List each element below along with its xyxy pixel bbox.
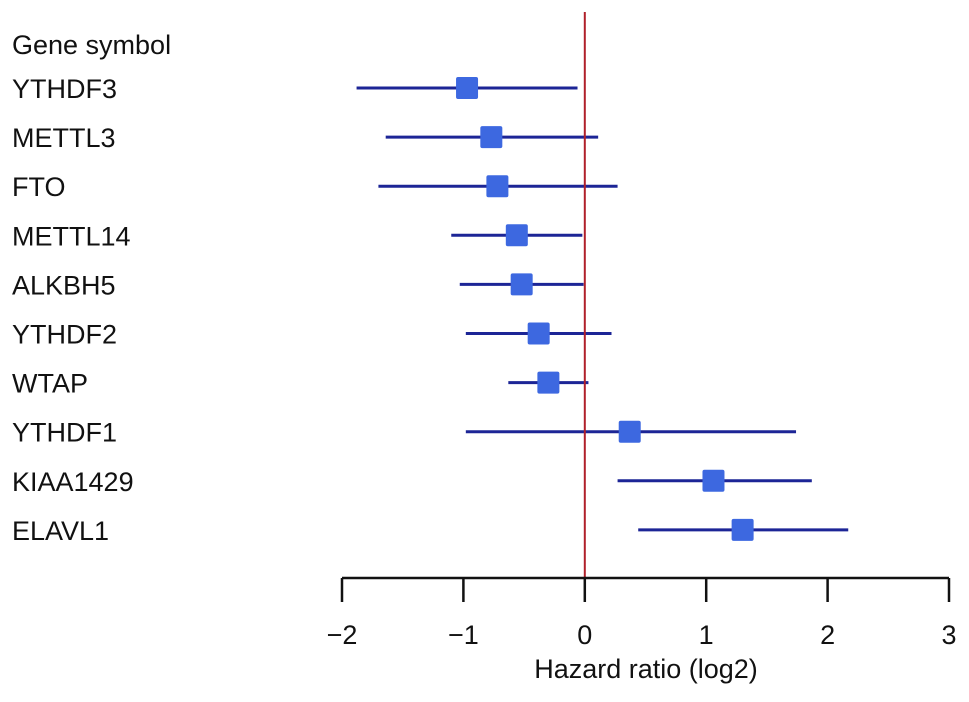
gene-label: FTO	[12, 172, 66, 202]
tick-label: 3	[941, 620, 956, 650]
forest-row: ALKBH5	[12, 270, 584, 300]
point-estimate	[527, 322, 550, 345]
tick-label: 2	[820, 620, 835, 650]
point-estimate	[456, 77, 479, 99]
tick-label: −2	[327, 620, 358, 650]
point-estimate	[510, 273, 533, 296]
gene-label: YTHDF2	[12, 320, 117, 350]
point-estimate	[505, 224, 528, 247]
row-header: Gene symbol	[12, 30, 171, 60]
forest-row: YTHDF2	[12, 320, 612, 350]
forest-row: WTAP	[12, 369, 589, 399]
gene-label: YTHDF3	[12, 74, 117, 104]
gene-label: ALKBH5	[12, 270, 116, 300]
point-estimate	[731, 518, 754, 541]
gene-label: METTL3	[12, 123, 116, 153]
point-estimate	[618, 420, 641, 443]
point-estimate	[480, 126, 503, 149]
forest-row: YTHDF3	[12, 74, 578, 104]
tick-label: 0	[577, 620, 592, 650]
forest-row: YTHDF1	[12, 418, 797, 448]
point-estimate	[537, 371, 560, 394]
tick-label: 1	[699, 620, 714, 650]
x-axis-label: Hazard ratio (log2)	[534, 654, 758, 684]
gene-label: WTAP	[12, 369, 88, 399]
tick-label: −1	[448, 620, 479, 650]
forest-row: FTO	[12, 172, 618, 202]
forest-row: METTL3	[12, 123, 599, 153]
point-estimate	[702, 469, 725, 492]
gene-label: ELAVL1	[12, 516, 109, 546]
gene-label: METTL14	[12, 221, 131, 251]
gene-label: KIAA1429	[12, 467, 134, 497]
point-estimate	[486, 175, 509, 198]
forest-row: ELAVL1	[12, 516, 849, 546]
forest-row: KIAA1429	[12, 467, 812, 497]
x-axis: −2 −1 0 1 2 3	[327, 576, 957, 650]
gene-label: YTHDF1	[12, 418, 117, 448]
forest-row: METTL14	[12, 221, 583, 251]
